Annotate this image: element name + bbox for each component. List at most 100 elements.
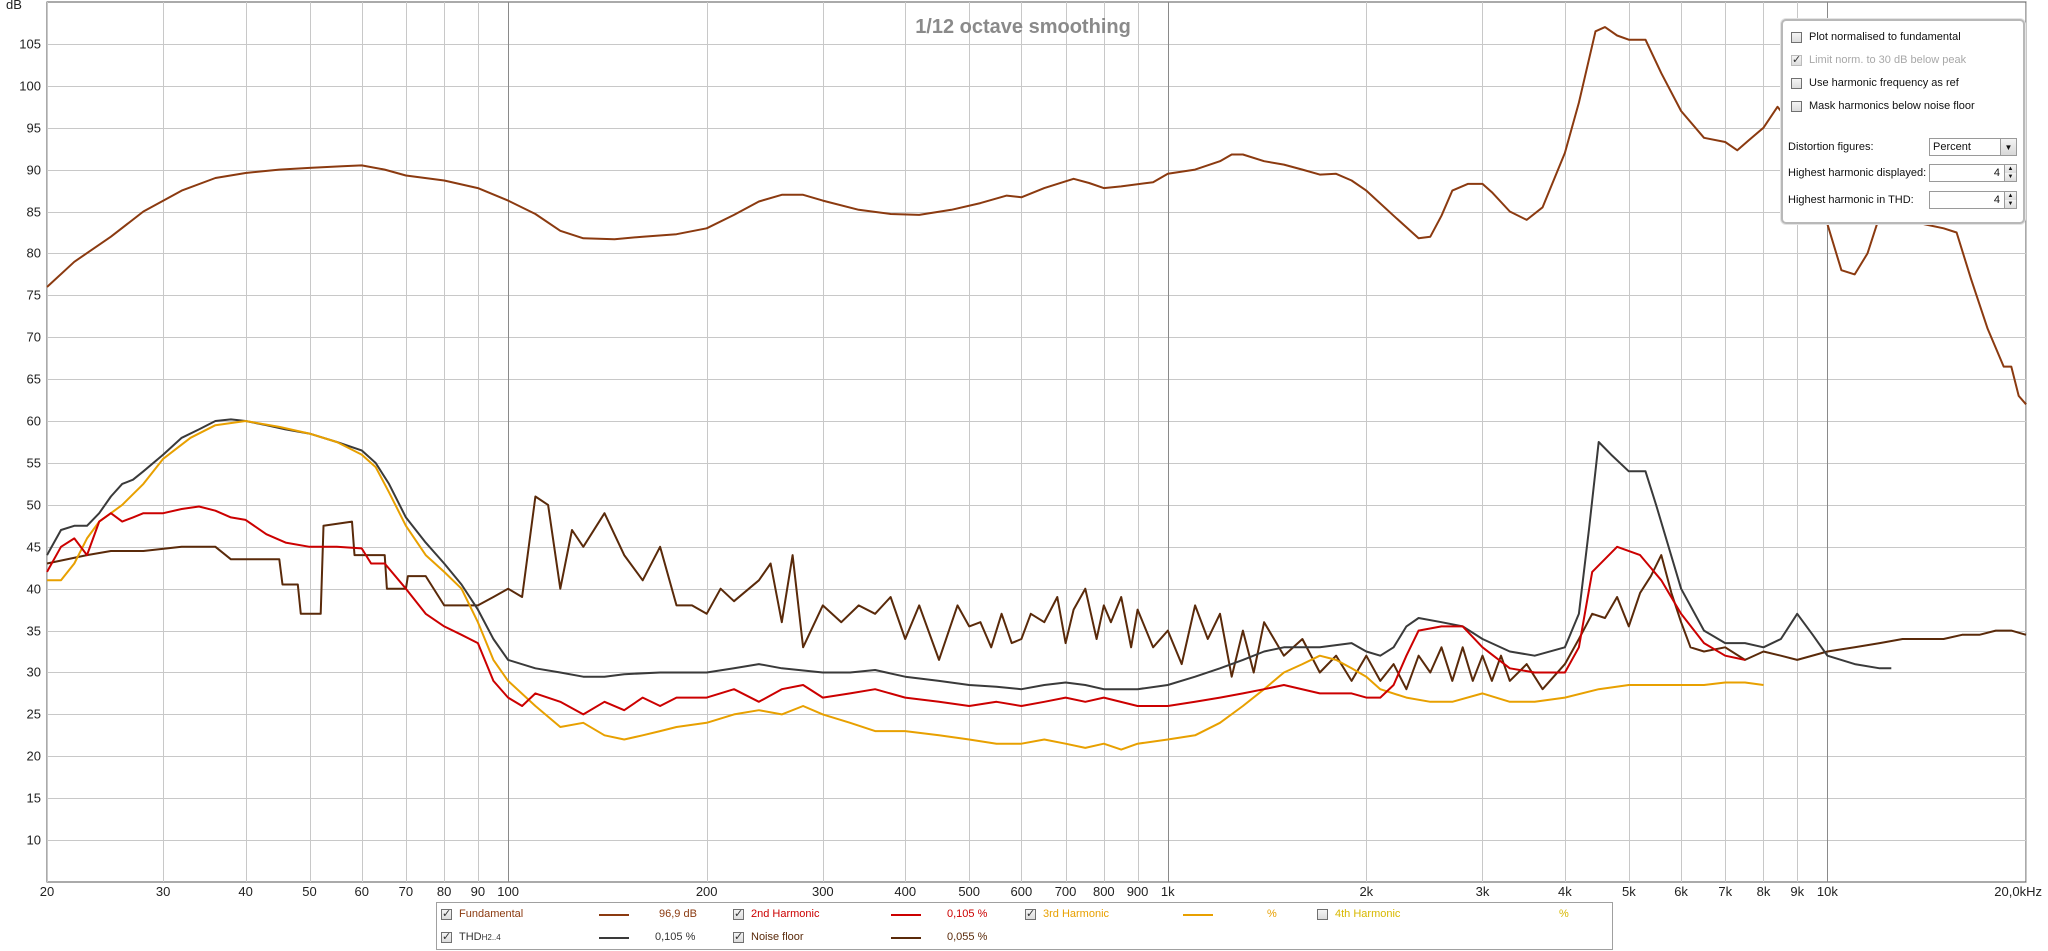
- y-tick-label: 95: [27, 121, 41, 136]
- highest-displayed-value[interactable]: 4: [1993, 167, 2000, 179]
- limit-norm-label: Limit norm. to 30 dB below peak: [1809, 54, 1967, 66]
- x-tick-label: 100: [497, 884, 519, 899]
- highest-thd-spinner[interactable]: 4 ▲ ▼: [1929, 191, 2017, 209]
- spin-down-icon[interactable]: ▼: [2005, 200, 2016, 208]
- harmonic-ref-label: Use harmonic frequency as ref: [1809, 77, 1959, 89]
- y-tick-label: 15: [27, 791, 41, 806]
- noise-checkbox[interactable]: [733, 930, 744, 943]
- fundamental-swatch: [599, 914, 629, 916]
- grid-lines: [46, 1, 2027, 883]
- legend: Fundamental 96,9 dB 2nd Harmonic 0,105 %…: [436, 902, 1613, 950]
- h3-checkbox[interactable]: [1025, 907, 1036, 920]
- y-tick-label: 90: [27, 163, 41, 178]
- limit-norm-checkbox: [1791, 53, 1802, 66]
- x-tick-label: 80: [437, 884, 451, 899]
- spin-up-icon[interactable]: ▲: [2005, 192, 2016, 200]
- y-tick-label: 65: [27, 372, 41, 387]
- y-tick-label: 70: [27, 330, 41, 345]
- h2-swatch: [891, 914, 921, 916]
- y-tick-label: 10: [27, 833, 41, 848]
- x-tick-label: 700: [1055, 884, 1077, 899]
- spin-down-icon[interactable]: ▼: [2005, 173, 2016, 181]
- h3-label: 3rd Harmonic: [1043, 908, 1110, 920]
- highest-thd-row: Highest harmonic in THD: 4 ▲ ▼: [1788, 190, 2017, 210]
- x-tick-label: 900: [1127, 884, 1149, 899]
- x-tick-label: 20,0kHz: [1994, 884, 2042, 899]
- x-tick-label: 20: [40, 884, 54, 899]
- h4-label: 4th Harmonic: [1335, 908, 1401, 920]
- harmonic-ref-option[interactable]: Use harmonic frequency as ref: [1791, 75, 1959, 91]
- y-tick-label: 105: [19, 37, 41, 52]
- y-tick-label: 40: [27, 582, 41, 597]
- series-lines: [46, 26, 2027, 751]
- h3-value: %: [1267, 908, 1277, 920]
- y-axis-unit: dB: [6, 0, 22, 12]
- distortion-figures-value: Percent: [1933, 141, 1971, 153]
- noise-label: Noise floor: [751, 931, 804, 943]
- harmonic-ref-checkbox[interactable]: [1791, 77, 1802, 89]
- x-tick-label: 90: [471, 884, 485, 899]
- legend-fundamental[interactable]: Fundamental: [441, 906, 523, 922]
- h2-value: 0,105 %: [947, 908, 988, 920]
- thd-checkbox[interactable]: [441, 930, 452, 943]
- normalise-checkbox[interactable]: [1791, 31, 1802, 43]
- fundamental-value: 96,9 dB: [659, 908, 697, 920]
- x-tick-label: 400: [894, 884, 916, 899]
- h4-value: %: [1559, 908, 1569, 920]
- mask-harmonics-option[interactable]: Mask harmonics below noise floor: [1791, 98, 1975, 114]
- legend-2nd-harmonic[interactable]: 2nd Harmonic: [733, 906, 819, 922]
- legend-3rd-harmonic[interactable]: 3rd Harmonic: [1025, 906, 1109, 922]
- highest-displayed-spinner[interactable]: 4 ▲ ▼: [1929, 164, 2017, 182]
- x-tick-label: 40: [238, 884, 252, 899]
- h2-label: 2nd Harmonic: [751, 908, 820, 920]
- legend-noise-floor[interactable]: Noise floor: [733, 929, 804, 945]
- fundamental-checkbox[interactable]: [441, 907, 452, 920]
- distortion-figures-row: Distortion figures: Percent ▼: [1788, 137, 2017, 157]
- thd-subscript: H2..4: [481, 932, 501, 942]
- series-noise-floor: [46, 495, 2027, 691]
- h3-swatch: [1183, 914, 1213, 916]
- y-tick-label: 50: [27, 498, 41, 513]
- distortion-figures-label: Distortion figures:: [1788, 141, 1874, 153]
- y-tick-label: 35: [27, 624, 41, 639]
- mask-harmonics-label: Mask harmonics below noise floor: [1809, 100, 1975, 112]
- x-tick-label: 200: [696, 884, 718, 899]
- y-tick-label: 80: [27, 246, 41, 261]
- highest-thd-value[interactable]: 4: [1993, 194, 2000, 206]
- series-2nd-harmonic: [46, 505, 1746, 716]
- legend-4th-harmonic[interactable]: 4th Harmonic: [1317, 906, 1400, 922]
- x-tick-label: 1k: [1161, 884, 1175, 899]
- options-panel: Plot normalised to fundamental Limit nor…: [1781, 19, 2025, 224]
- x-axis: 20 30 40 50 60 70 80 90 100 200 300 400 500 600 700 800…: [40, 884, 2042, 899]
- noise-value: 0,055 %: [947, 931, 988, 943]
- x-tick-label: 60: [355, 884, 369, 899]
- x-tick-label: 30: [156, 884, 170, 899]
- x-tick-label: 3k: [1476, 884, 1490, 899]
- y-tick-label: 45: [27, 540, 41, 555]
- limit-norm-option: Limit norm. to 30 dB below peak: [1791, 52, 1966, 68]
- y-tick-label: 75: [27, 288, 41, 303]
- mask-harmonics-checkbox[interactable]: [1791, 100, 1802, 112]
- normalise-option[interactable]: Plot normalised to fundamental: [1791, 29, 1961, 45]
- h4-checkbox[interactable]: [1317, 908, 1328, 920]
- y-tick-label: 85: [27, 205, 41, 220]
- plot-frame: [46, 1, 2027, 883]
- chevron-down-icon[interactable]: ▼: [2000, 139, 2016, 155]
- spin-up-icon[interactable]: ▲: [2005, 165, 2016, 173]
- y-tick-label: 30: [27, 665, 41, 680]
- distortion-figures-select[interactable]: Percent ▼: [1929, 138, 2017, 156]
- x-tick-label: 10k: [1817, 884, 1838, 899]
- x-tick-label: 6k: [1674, 884, 1688, 899]
- y-tick-label: 20: [27, 749, 41, 764]
- highest-displayed-label: Highest harmonic displayed:: [1788, 167, 1927, 179]
- y-tick-label: 100: [19, 79, 41, 94]
- h2-checkbox[interactable]: [733, 907, 744, 920]
- y-tick-label: 25: [27, 707, 41, 722]
- series-3rd-harmonic: [47, 420, 1764, 751]
- x-tick-label: 2k: [1359, 884, 1373, 899]
- x-tick-label: 800: [1093, 884, 1115, 899]
- thd-label: THD: [459, 931, 482, 943]
- x-tick-label: 600: [1011, 884, 1033, 899]
